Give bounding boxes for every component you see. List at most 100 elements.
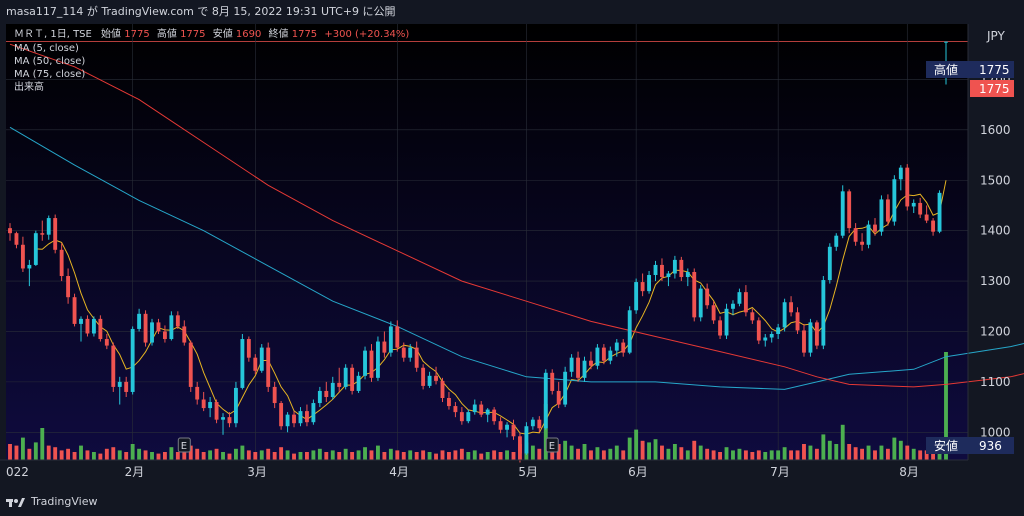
candle-body [182,326,187,343]
candle [188,340,193,392]
candle-body [601,347,606,361]
candle [666,270,671,287]
low-price-tag: 安値 936 [926,437,1014,454]
plot-area[interactable] [6,24,968,460]
candle-body [898,167,903,180]
candle [692,268,697,322]
candle-body [175,315,180,327]
volume-bar [621,450,626,460]
volume-bar [840,424,845,460]
candle-body [130,328,135,392]
candle [595,344,600,370]
volume-bar [253,452,258,460]
volume-bar [756,450,761,460]
candle [40,220,45,241]
candle [72,293,77,327]
tradingview-logo[interactable]: TradingView [6,495,97,508]
candle-body [298,411,303,424]
month-label: 3月 [247,465,267,479]
candle-body [388,326,393,353]
candle-body [143,313,148,343]
candle [459,407,464,425]
candle [524,422,529,455]
volume-bar [330,450,335,460]
legend-volume[interactable]: 出来高 [14,80,44,93]
publish-line: masa117_114 が TradingView.com で 8月 15, 2… [6,5,396,18]
candle [91,316,96,337]
candle [434,366,438,385]
volume-bar [672,444,677,460]
candle-body [524,426,529,454]
candle [298,407,303,427]
volume-bar [33,442,38,460]
volume-bar [479,453,484,460]
volume-bar [188,445,193,460]
candle-body [724,308,729,336]
candle [330,376,335,400]
candle [814,320,819,350]
volume-bar [408,450,413,460]
candles [8,41,948,463]
volume-bar [666,448,671,460]
candle [685,268,690,287]
volume-bar [104,448,109,460]
candle [453,402,458,418]
candle-body [627,310,632,353]
candle-body [214,402,219,420]
candle [337,367,342,392]
earnings-marker-label: E [549,441,555,452]
volume-bar [808,445,813,460]
volume-bar [556,444,561,460]
candle [821,276,826,350]
candle [233,381,238,428]
month-label: 8月 [899,465,919,479]
volume-bar [743,450,748,460]
volume-bar [711,450,716,460]
candle [85,315,90,337]
candle-body [814,322,819,346]
legend-ma75[interactable]: MA (75, close) [14,69,85,80]
volume-bar [382,452,387,460]
candle [195,381,200,405]
time-axis-first-label: 022 [6,465,29,479]
candle [627,306,632,355]
footer: TradingView [0,488,1024,516]
low-tag-value: 936 [979,439,1002,453]
candle-body [382,341,387,353]
candle-body [653,264,658,276]
earnings-marker: E [545,437,559,453]
volume-bar [27,448,32,460]
volume-bar [873,450,877,460]
candle [408,344,413,362]
candle-body [253,357,258,371]
month-label: 6月 [628,465,648,479]
candle-body [873,224,877,232]
volume-bar [776,450,781,460]
candle-body [311,403,316,423]
volume-bar [369,450,374,460]
candle [743,285,748,317]
volume-bar [705,448,710,460]
volume-bar [195,448,200,460]
candle-body [660,264,664,278]
candle-body [647,275,651,292]
candle [847,189,852,234]
candle [472,399,477,415]
volume-bar [156,453,161,460]
candle-body [195,386,200,400]
legend-ma5[interactable]: MA (5, close) [14,43,79,54]
volume-bar [814,448,819,460]
candle-body [91,318,96,334]
volume-bar [937,448,942,460]
candle [169,311,174,341]
volume-bar [498,452,503,460]
candle-body [124,381,129,392]
candle-body [827,246,832,281]
candle-body [614,342,619,351]
legend-ma50[interactable]: MA (50, close) [14,56,85,67]
volume-bar [40,428,45,460]
candle-body [330,382,335,397]
candle-body [866,224,871,245]
price-tick-1000: 1000 [980,425,1011,439]
